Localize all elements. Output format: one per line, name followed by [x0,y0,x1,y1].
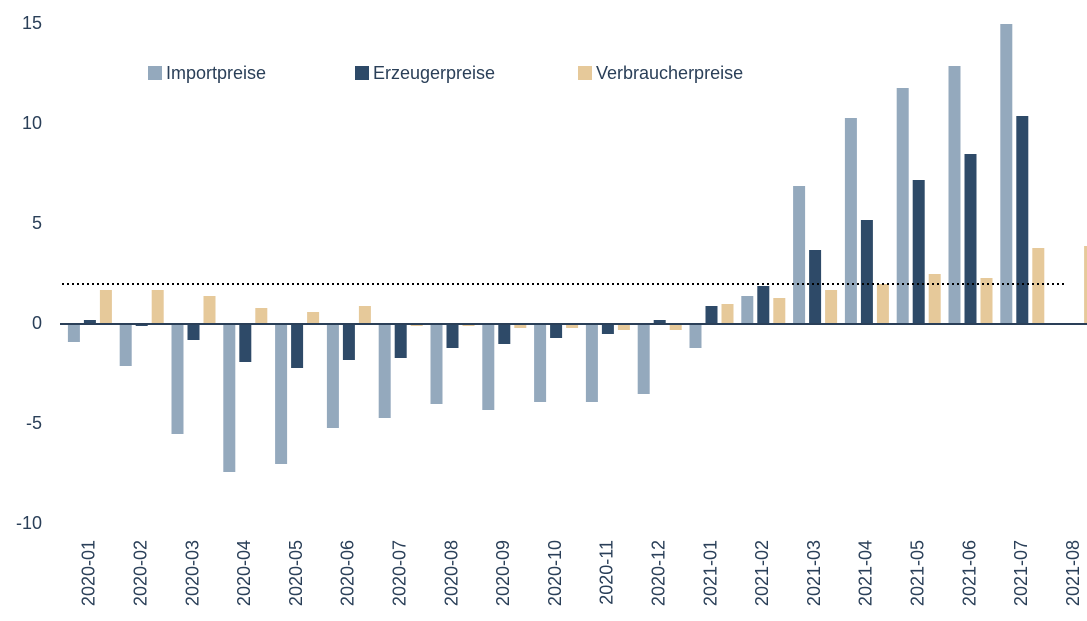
legend-swatch [355,66,369,80]
bar [514,324,527,328]
y-tick-label: 10 [22,113,42,133]
y-tick-label: 15 [22,13,42,33]
x-tick-label: 2020-10 [545,540,565,606]
y-tick-label: 0 [32,313,42,333]
bar [1000,24,1013,324]
legend-swatch [148,66,162,80]
bar [757,286,770,324]
bar [534,324,547,402]
bar [394,324,407,358]
bar [255,308,268,324]
bar [689,324,702,348]
x-tick-label: 2020-02 [130,540,150,606]
x-tick-label: 2020-04 [234,540,254,606]
bar [948,66,961,324]
bar [482,324,495,410]
bar [99,290,112,324]
bar [964,154,977,324]
x-tick-label: 2021-03 [804,540,824,606]
x-tick-label: 2020-09 [493,540,513,606]
bar [705,306,718,324]
bar [119,324,132,366]
y-tick-label: -5 [26,413,42,433]
bar [1032,248,1045,324]
legend-swatch [578,66,592,80]
x-tick-label: 2020-05 [286,540,306,606]
legend-label: Erzeugerpreise [373,63,495,83]
bar [203,296,216,324]
bar [617,324,630,330]
x-tick-label: 2020-01 [79,540,99,606]
x-tick-label: 2021-07 [1011,540,1031,606]
bar [83,320,96,324]
x-tick-label: 2020-03 [182,540,202,606]
bar [928,274,941,324]
bar [307,312,320,324]
bar [773,298,786,324]
x-tick-label: 2021-02 [752,540,772,606]
bar [566,324,579,328]
bar [223,324,236,472]
bar [637,324,650,394]
bar [446,324,459,348]
y-tick-label: 5 [32,213,42,233]
bar [741,296,754,324]
bar [1016,116,1029,324]
x-tick-label: 2021-01 [700,540,720,606]
bar [275,324,288,464]
x-tick-label: 2020-07 [389,540,409,606]
x-tick-label: 2021-06 [959,540,979,606]
x-tick-label: 2021-08 [1063,540,1083,606]
bar [721,304,734,324]
bar [171,324,184,434]
bar [896,88,909,324]
bar [653,320,666,324]
bar [550,324,563,338]
bar [1084,246,1087,324]
bar [378,324,391,418]
x-tick-label: 2021-05 [907,540,927,606]
bar [151,290,164,324]
bar [187,324,200,340]
x-tick-label: 2020-11 [597,540,617,605]
bar [793,186,806,324]
x-tick-label: 2021-04 [856,540,876,606]
bar [585,324,598,402]
y-tick-label: -10 [16,513,42,533]
x-tick-label: 2020-06 [338,540,358,606]
bar [326,324,339,428]
bar [844,118,857,324]
bar [669,324,682,330]
bar [876,284,889,324]
x-tick-label: 2020-08 [441,540,461,606]
bar [825,290,838,324]
bar [912,180,925,324]
bar [860,220,873,324]
x-tick-label: 2020-12 [648,540,668,606]
bar [67,324,80,342]
bar [239,324,252,362]
legend-label: Importpreise [166,63,266,83]
bar [809,250,822,324]
bar [358,306,371,324]
bar [430,324,443,404]
bar [291,324,304,368]
bar [498,324,511,344]
bar [601,324,614,334]
bar [342,324,355,360]
legend-label: Verbraucherpreise [596,63,743,83]
bar [980,278,993,324]
